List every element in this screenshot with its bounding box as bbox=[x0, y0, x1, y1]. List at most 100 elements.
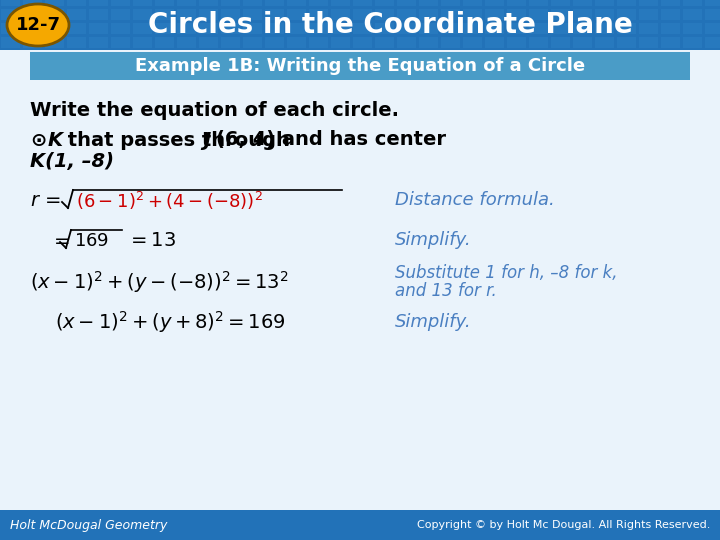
Bar bbox=[309, 23, 328, 34]
Bar bbox=[639, 9, 658, 20]
Bar bbox=[463, 37, 482, 48]
Bar bbox=[265, 23, 284, 34]
Bar bbox=[221, 23, 240, 34]
Bar bbox=[199, 37, 218, 48]
Bar bbox=[639, 37, 658, 48]
Bar bbox=[617, 37, 636, 48]
Bar bbox=[331, 0, 350, 6]
Bar bbox=[199, 23, 218, 34]
Text: Simplify.: Simplify. bbox=[395, 313, 472, 331]
Bar bbox=[243, 0, 262, 6]
Bar bbox=[309, 9, 328, 20]
Bar bbox=[529, 23, 548, 34]
Bar bbox=[551, 37, 570, 48]
Text: Write the equation of each circle.: Write the equation of each circle. bbox=[30, 100, 399, 119]
Bar bbox=[375, 9, 394, 20]
Bar bbox=[507, 0, 526, 6]
Bar bbox=[265, 9, 284, 20]
Bar bbox=[67, 0, 86, 6]
Bar bbox=[287, 0, 306, 6]
Bar bbox=[397, 0, 416, 6]
Bar bbox=[683, 37, 702, 48]
Bar bbox=[287, 9, 306, 20]
Text: $(x-1)^{2}+(y+8)^{2}=169$: $(x-1)^{2}+(y+8)^{2}=169$ bbox=[55, 309, 286, 335]
Bar bbox=[419, 37, 438, 48]
Bar bbox=[287, 23, 306, 34]
Bar bbox=[111, 37, 130, 48]
Text: Example 1B: Writing the Equation of a Circle: Example 1B: Writing the Equation of a Ci… bbox=[135, 57, 585, 75]
Bar bbox=[485, 9, 504, 20]
Bar bbox=[573, 0, 592, 6]
Bar bbox=[309, 37, 328, 48]
Bar bbox=[265, 37, 284, 48]
Text: and 13 for r.: and 13 for r. bbox=[395, 282, 497, 300]
Bar bbox=[551, 23, 570, 34]
FancyBboxPatch shape bbox=[0, 0, 720, 50]
Bar bbox=[661, 23, 680, 34]
Ellipse shape bbox=[7, 4, 69, 46]
Text: $=13$: $=13$ bbox=[127, 231, 176, 249]
Bar bbox=[397, 9, 416, 20]
Bar bbox=[23, 23, 42, 34]
Bar bbox=[573, 37, 592, 48]
Bar bbox=[485, 23, 504, 34]
Bar bbox=[507, 23, 526, 34]
Bar bbox=[419, 23, 438, 34]
Bar bbox=[177, 23, 196, 34]
Bar bbox=[67, 9, 86, 20]
Bar bbox=[1, 37, 20, 48]
Text: J: J bbox=[203, 131, 210, 150]
Bar bbox=[111, 23, 130, 34]
Bar bbox=[111, 0, 130, 6]
Bar bbox=[243, 23, 262, 34]
Bar bbox=[199, 0, 218, 6]
Bar bbox=[375, 0, 394, 6]
Bar bbox=[243, 37, 262, 48]
Text: Holt McDougal Geometry: Holt McDougal Geometry bbox=[10, 518, 167, 531]
Bar bbox=[397, 23, 416, 34]
Bar bbox=[441, 37, 460, 48]
Bar bbox=[529, 0, 548, 6]
Bar bbox=[331, 37, 350, 48]
Bar bbox=[639, 0, 658, 6]
Bar bbox=[661, 9, 680, 20]
Bar bbox=[1, 23, 20, 34]
Bar bbox=[155, 23, 174, 34]
Bar bbox=[529, 37, 548, 48]
Bar bbox=[265, 0, 284, 6]
Bar bbox=[23, 9, 42, 20]
Text: Copyright © by Holt Mc Dougal. All Rights Reserved.: Copyright © by Holt Mc Dougal. All Right… bbox=[417, 520, 710, 530]
Text: Simplify.: Simplify. bbox=[395, 231, 472, 249]
Bar bbox=[23, 0, 42, 6]
Bar bbox=[1, 0, 20, 6]
Bar bbox=[89, 9, 108, 20]
Text: Circles in the Coordinate Plane: Circles in the Coordinate Plane bbox=[148, 11, 632, 39]
Text: (6, 4) and has center: (6, 4) and has center bbox=[216, 131, 446, 150]
Bar bbox=[353, 37, 372, 48]
Text: K(1, –8): K(1, –8) bbox=[30, 152, 114, 172]
Text: $169$: $169$ bbox=[74, 232, 109, 250]
Text: Distance formula.: Distance formula. bbox=[395, 191, 554, 209]
Bar bbox=[23, 37, 42, 48]
Bar bbox=[507, 37, 526, 48]
Bar bbox=[331, 23, 350, 34]
Bar bbox=[595, 37, 614, 48]
Bar bbox=[441, 23, 460, 34]
Bar bbox=[529, 9, 548, 20]
Bar bbox=[177, 37, 196, 48]
Bar bbox=[485, 37, 504, 48]
Text: ⊙: ⊙ bbox=[30, 131, 46, 150]
Bar bbox=[683, 0, 702, 6]
Bar bbox=[617, 0, 636, 6]
Bar bbox=[111, 9, 130, 20]
Bar bbox=[309, 0, 328, 6]
Bar bbox=[375, 23, 394, 34]
Bar bbox=[705, 9, 720, 20]
Text: $(x-1)^{2}+(y-(-8))^{2}=13^{2}$: $(x-1)^{2}+(y-(-8))^{2}=13^{2}$ bbox=[30, 269, 289, 295]
Bar bbox=[133, 9, 152, 20]
Bar bbox=[441, 9, 460, 20]
Bar bbox=[133, 37, 152, 48]
Bar bbox=[639, 23, 658, 34]
Bar bbox=[617, 23, 636, 34]
Bar bbox=[331, 9, 350, 20]
